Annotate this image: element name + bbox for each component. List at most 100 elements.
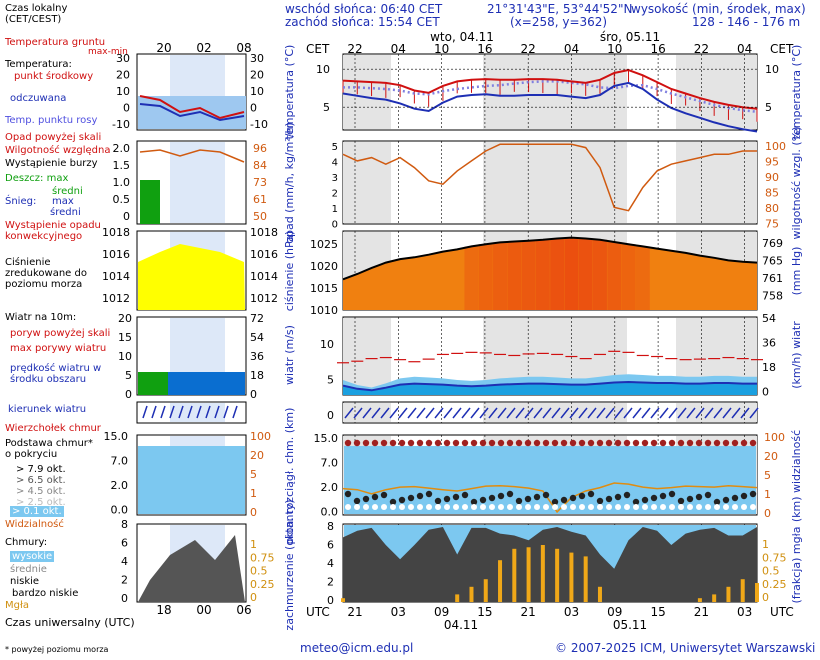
wind-arrow <box>362 407 372 419</box>
cloud-base-dot <box>452 493 460 501</box>
wind-arrow <box>524 407 534 419</box>
cloud-top-dot <box>677 439 685 447</box>
cloud-top-dot <box>497 439 505 447</box>
cloud-base-dot <box>668 490 676 498</box>
cet-tick: 16 <box>477 42 492 56</box>
legend-temp-dew: Temp. punktu rosy <box>5 115 98 126</box>
cloud-tick: 2.0 <box>321 481 339 494</box>
sunset-text: zachód słońca: 15:54 CET <box>285 15 440 29</box>
left-wind-tick: 15 <box>118 331 132 344</box>
left-fog-tick: 0.5 <box>250 565 268 578</box>
cloud-top-dot <box>470 439 478 447</box>
wind-axis-label: wiatr (m/s) <box>283 325 296 385</box>
sunrise-text: wschód słońca: 06:40 CET <box>285 2 443 16</box>
cloud-top-dot <box>488 439 496 447</box>
left-pressure-tick-right: 1016 <box>250 248 278 261</box>
cloud-base-dot-low <box>696 504 702 510</box>
cloud-top-dot <box>353 439 361 447</box>
grid-text: (x=258, y=362) <box>510 15 608 29</box>
left-cover-tick: 8 <box>121 518 128 531</box>
left-cover-tick: 4 <box>121 555 128 568</box>
fog-tick: 0.75 <box>762 551 787 564</box>
wind-arrow <box>668 407 678 419</box>
date1-label: 04.11 <box>444 618 478 632</box>
left-cover-tick: 6 <box>121 537 128 550</box>
cloud-base-dot-low <box>678 504 684 510</box>
pressure-intensity <box>635 246 650 310</box>
cloud-base-dot-low <box>372 504 378 510</box>
cloud-base-dot-low <box>723 504 729 510</box>
cloud-top-dot <box>362 439 370 447</box>
fog-bar <box>512 548 517 602</box>
visibility-tick: 5 <box>764 469 771 482</box>
cloud-top-dot <box>416 439 424 447</box>
left-cover-tick: 2 <box>121 574 128 587</box>
fog-bar <box>540 545 545 602</box>
cloud-base-dot <box>677 497 685 505</box>
cloud-base-dot <box>434 497 442 505</box>
legend-okt65: > 6.5 okt. <box>16 475 66 486</box>
cloud-top-dot <box>344 439 352 447</box>
cloud-base-dot-low <box>507 504 513 510</box>
left-wind-kmh-tick: 54 <box>250 331 264 344</box>
wind-arrow <box>380 407 390 419</box>
cet-tick: 10 <box>434 42 449 56</box>
legend-okt01: > 0.1 okt. <box>10 506 64 517</box>
wind-arrow <box>632 407 642 419</box>
wind-arrow-left <box>205 405 211 419</box>
visibility-tick: 0 <box>764 507 771 520</box>
left-precip-tick: 1.5 <box>113 159 131 172</box>
wind-tick: 0 <box>327 409 334 422</box>
cloud-base-dot-low <box>525 504 531 510</box>
cloud-base-dot <box>488 494 496 502</box>
left-top-tick: 08 <box>236 41 251 55</box>
cloud-base-dot <box>479 496 487 504</box>
cloud-base-dot <box>605 495 613 503</box>
pressure-intensity <box>621 244 636 310</box>
cloud-top-dot <box>686 439 694 447</box>
cloud-top-dot <box>668 439 676 447</box>
fog-bar <box>726 586 731 602</box>
wind-arrow-left <box>169 405 175 419</box>
cloud-top-dot <box>407 439 415 447</box>
cloud-base-dot <box>461 491 469 499</box>
cloud-base-dot-low <box>516 504 522 510</box>
cloud-top-dot <box>434 439 442 447</box>
pressure-mm-axis-label: (mm Hg) <box>790 247 803 296</box>
utc-tick: 09 <box>434 605 449 619</box>
pressure-line <box>342 236 758 281</box>
fog-bar <box>697 598 702 602</box>
wind-arrow <box>659 407 669 419</box>
cloud-base-dot <box>596 497 604 505</box>
pressure-intensity <box>464 246 479 310</box>
cloud-top-dot <box>722 439 730 447</box>
cloud-base-dot <box>398 496 406 504</box>
left-night-band <box>170 142 225 223</box>
cloud-top-dot <box>479 439 487 447</box>
cloud-top-dot <box>443 439 451 447</box>
wind-kmh-tick: 36 <box>762 337 776 350</box>
legend-temp-maxmin: max-min <box>88 47 128 57</box>
fog-bar <box>483 579 488 602</box>
humidity-axis-label: wilgotność wzgl. (%) <box>790 127 803 240</box>
precip-tick: 3 <box>332 173 338 184</box>
cloud-base-dot-low <box>426 504 432 510</box>
wind-arrow <box>623 407 633 419</box>
wind-arrow <box>740 407 750 419</box>
cover-tick: 4 <box>327 557 334 570</box>
wind-arrow <box>407 407 417 419</box>
footer-email[interactable]: meteo@icm.edu.pl <box>300 641 414 655</box>
cloud-base-dot-low <box>489 504 495 510</box>
wind-arrow-left <box>214 405 220 419</box>
left-temp-tick: 10 <box>116 85 130 98</box>
legend-cloud-base: Podstawa chmur* o pokryciu <box>5 438 93 460</box>
cloud-base-dot-low <box>381 504 387 510</box>
cloud-base-dot-low <box>570 504 576 510</box>
cloud-base-dot-low <box>705 504 711 510</box>
utc-tick: 03 <box>564 605 579 619</box>
cloud-base-dot <box>731 494 739 502</box>
wind-kmh-tick: 54 <box>762 312 776 325</box>
left-temp-tick: 30 <box>116 52 130 65</box>
cloud-base-dot-low <box>714 504 720 510</box>
